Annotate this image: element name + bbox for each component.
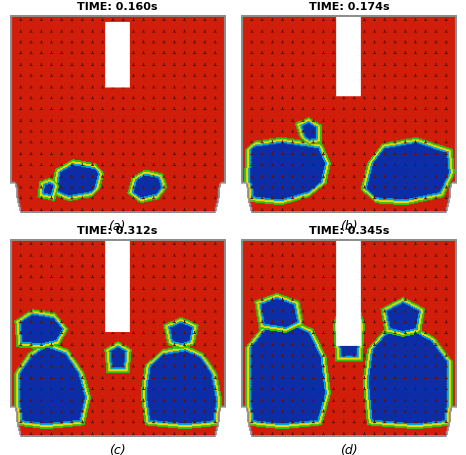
Text: TIME: 0.345s: TIME: 0.345s	[308, 225, 389, 235]
Text: (c): (c)	[109, 443, 125, 455]
Text: (d): (d)	[340, 443, 358, 455]
Text: TIME: 0.312s: TIME: 0.312s	[77, 225, 158, 235]
Text: (b): (b)	[340, 219, 358, 232]
Text: TIME: 0.160s: TIME: 0.160s	[77, 2, 158, 12]
Text: TIME: 0.174s: TIME: 0.174s	[308, 2, 389, 12]
Text: (a): (a)	[109, 219, 126, 232]
